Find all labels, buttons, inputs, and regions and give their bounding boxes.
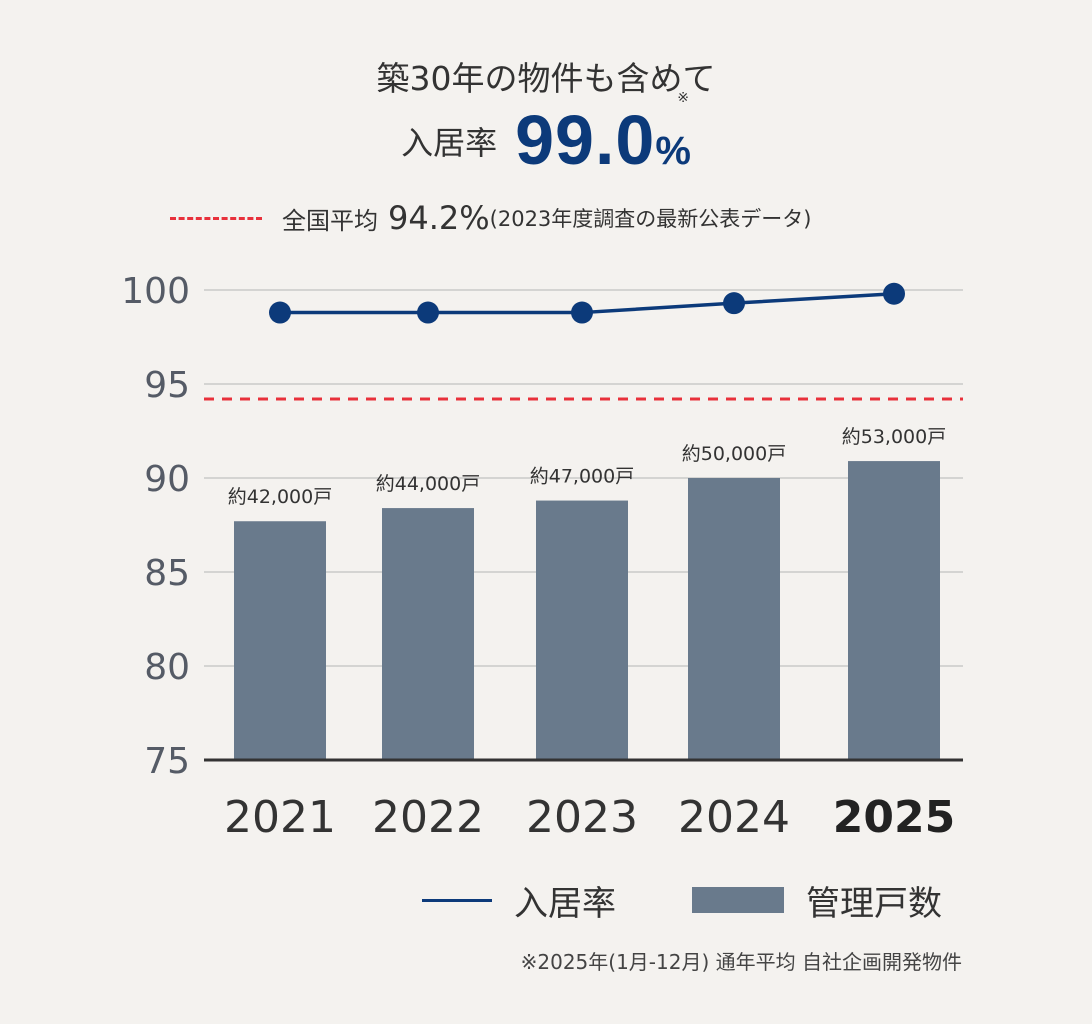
occupancy-point-2025 xyxy=(883,282,905,305)
x-tick-label: 2025 xyxy=(833,792,955,843)
legend-line-swatch xyxy=(422,898,492,902)
legend-item-occupancy: 入居率 xyxy=(422,872,616,928)
bar-units-2021 xyxy=(234,521,326,760)
occupancy-unit: % ※ xyxy=(655,89,691,173)
occupancy-point-2022 xyxy=(417,301,439,324)
national-average-label: 全国平均 xyxy=(282,206,378,235)
bar-data-label: 約47,000戸 xyxy=(530,466,634,488)
bar-data-label: 約50,000戸 xyxy=(682,443,786,465)
legend-units-label: 管理戸数 xyxy=(806,883,942,924)
bar-units-2024 xyxy=(688,478,780,760)
occupancy-note-mark: ※ xyxy=(677,89,689,105)
occupancy-value: 99.0 xyxy=(515,101,656,179)
legend-occupancy-label: 入居率 xyxy=(514,883,616,924)
bar-units-2023 xyxy=(536,500,628,760)
legend-item-units: 管理戸数 xyxy=(692,872,942,928)
occupancy-label: 入居率 xyxy=(401,124,498,162)
y-tick-label: 80 xyxy=(144,647,190,688)
x-tick-label: 2022 xyxy=(372,792,484,843)
occupancy-headline: 入居率 99.0% ※ xyxy=(0,89,1092,180)
footnote: ※2025年(1月-12月) 通年平均 自社企画開発物件 xyxy=(520,950,962,974)
x-tick-label: 2021 xyxy=(224,792,336,843)
legend-bar-swatch xyxy=(692,887,784,913)
bar-units-2025 xyxy=(848,461,940,760)
x-tick-label: 2024 xyxy=(678,792,790,843)
y-tick-label: 100 xyxy=(121,271,190,312)
bar-data-label: 約42,000戸 xyxy=(228,486,332,508)
bar-data-label: 約53,000戸 xyxy=(842,426,946,448)
bar-units-2022 xyxy=(382,508,474,760)
y-tick-label: 90 xyxy=(144,459,190,500)
occupancy-unit-symbol: % xyxy=(655,129,691,173)
national-average-source: (2023年度調査の最新公表データ) xyxy=(489,207,812,231)
y-tick-label: 85 xyxy=(144,553,190,594)
chart-headline: 築30年の物件も含めて xyxy=(376,59,716,98)
occupancy-point-2023 xyxy=(571,301,593,324)
y-tick-label: 95 xyxy=(144,365,190,406)
national-average-key: 全国平均 94.2% (2023年度調査の最新公表データ) xyxy=(170,196,811,240)
occupancy-point-2024 xyxy=(723,292,745,315)
bar-data-label: 約44,000戸 xyxy=(376,473,480,495)
occupancy-point-2021 xyxy=(269,301,291,324)
x-tick-label: 2023 xyxy=(526,792,638,843)
combo-chart: 75 80 85 90 95 100 約42,000戸 約44,000戸 約47,000戸 約50… xyxy=(121,271,963,843)
national-average-dash-swatch xyxy=(170,216,262,220)
y-tick-label: 75 xyxy=(144,741,190,782)
national-average-value: 94.2% xyxy=(388,199,490,237)
